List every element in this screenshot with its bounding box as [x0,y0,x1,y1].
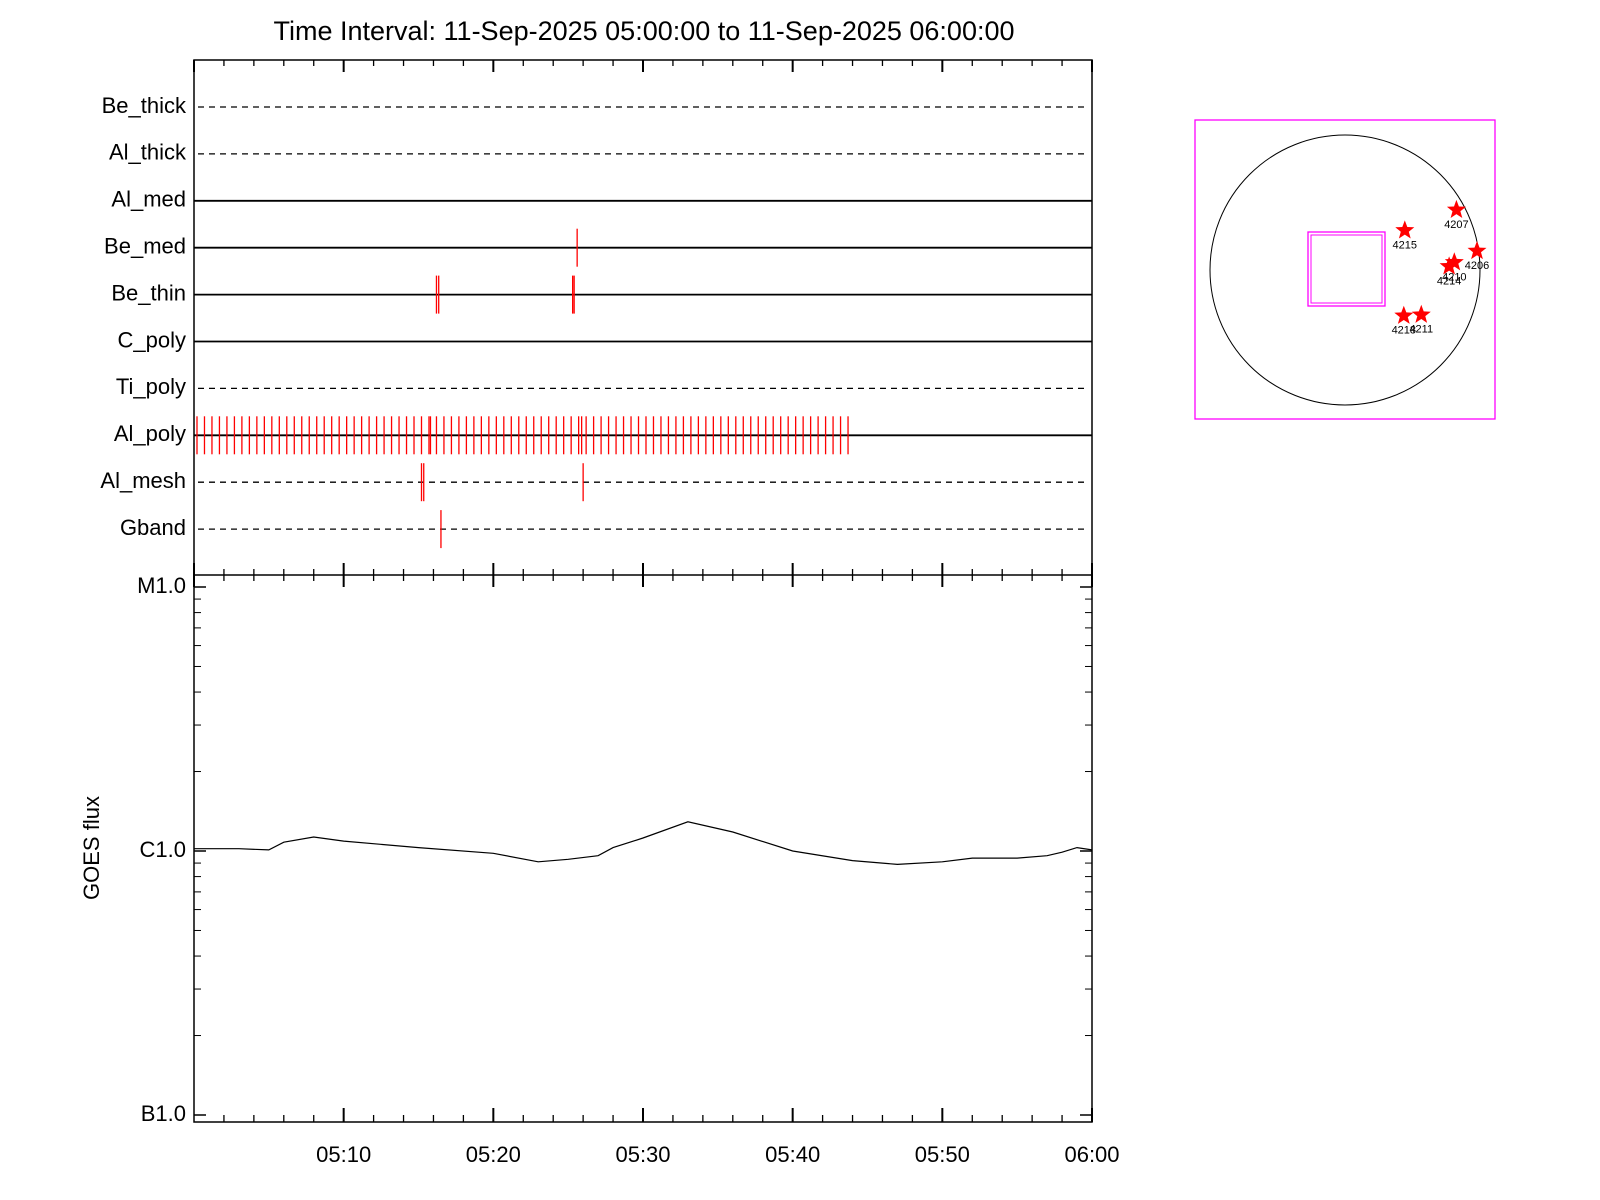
row-label: Al_thick [109,140,187,165]
x-tick-label: 05:10 [316,1142,371,1167]
region-label: 4206 [1465,260,1489,272]
plot-frame [193,59,1093,1123]
region-label: 4214 [1437,275,1461,287]
row-label: Al_mesh [100,468,186,493]
region-marker [1439,256,1459,275]
y-tick-label: B1.0 [141,1101,186,1126]
x-tick-label: 05:40 [765,1142,820,1167]
x-tick-label: 05:50 [915,1142,970,1167]
row-label: Be_med [104,234,186,259]
row-label: Al_med [111,187,186,212]
row-label: C_poly [118,327,186,352]
region-marker [1411,304,1431,323]
row-label: Al_poly [114,421,186,446]
region-label: 4210 [1442,271,1466,283]
map-frame [1194,119,1496,420]
solar-disk [1209,134,1481,406]
y-tick-label: C1.0 [140,837,186,862]
y-tick-label: M1.0 [137,573,186,598]
region-label: 4207 [1444,219,1468,231]
row-label: Ti_poly [116,374,186,399]
flux-line [194,821,1093,866]
x-tick-label: 05:20 [466,1142,521,1167]
x-tick-label: 05:30 [615,1142,670,1167]
region-marker [1467,241,1487,260]
region-marker [1446,199,1466,218]
region-marker [1395,220,1415,239]
region-marker [1394,305,1414,324]
field-of-view-inner [1310,234,1383,304]
field-of-view [1307,231,1386,307]
row-label: Be_thick [102,93,187,118]
region-label: 4211 [1409,324,1433,336]
region-label: 4218 [1392,325,1416,337]
row-label: Be_thin [111,280,186,305]
x-tick-label: 06:00 [1064,1142,1119,1167]
row-label: Gband [120,515,186,540]
region-label: 4215 [1393,239,1417,251]
y-axis-label: GOES flux [79,796,104,900]
chart-title: Time Interval: 11-Sep-2025 05:00:00 to 1… [274,16,1015,46]
region-marker [1444,252,1464,271]
